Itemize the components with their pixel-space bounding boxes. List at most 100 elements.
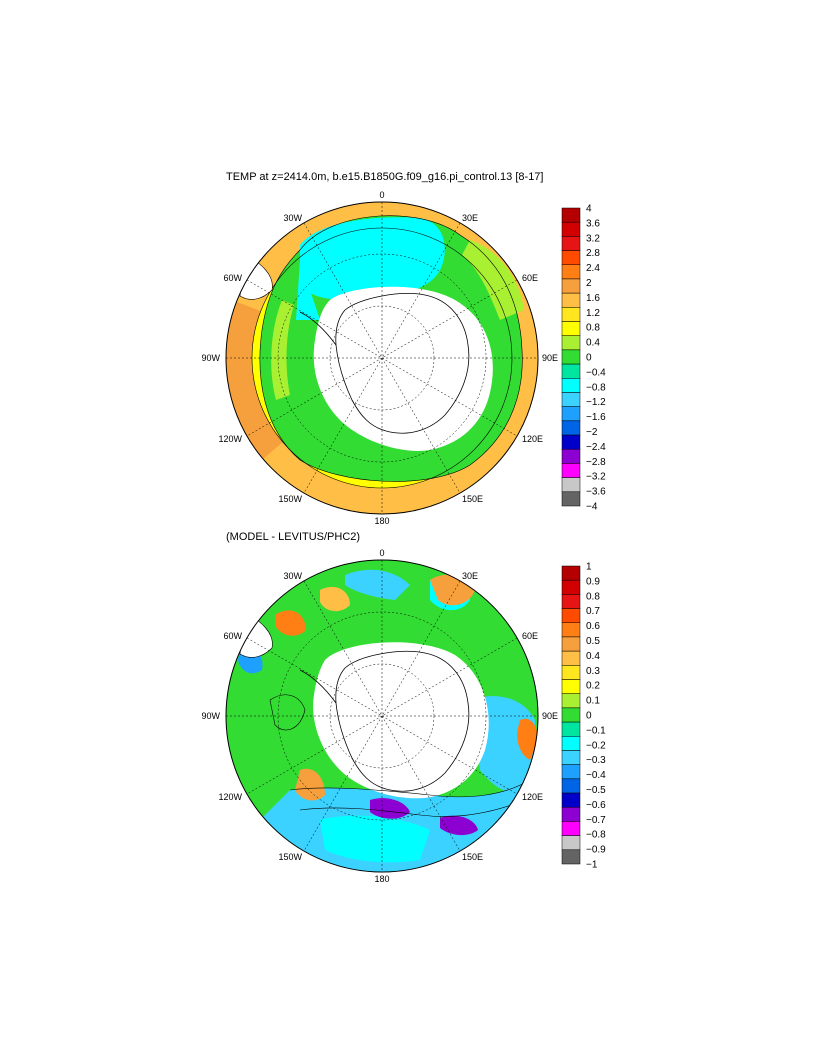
temp-lon-label-0: 0 <box>379 190 384 200</box>
colorbar-label: 0.4 <box>586 338 600 349</box>
temp-colorbar: 4 3.6 3.2 2.8 2.4 2 1.6 1.2 0.8 0.4 0 −0.4 −0.8 −1.2 −… <box>561 204 606 513</box>
diff-lon-label-60e: 60E <box>522 631 538 641</box>
colorbar-swatch <box>561 693 581 709</box>
temp-lon-label-150e: 150E <box>462 494 483 504</box>
diff-colorbar: 1 0.9 0.8 0.7 0.6 0.5 0.4 0.3 0.2 0.1 0 −0.1 −0.2 −0.… <box>561 562 606 871</box>
colorbar-swatch <box>561 250 581 266</box>
colorbar-label: −0.4 <box>586 770 606 781</box>
colorbar-label: 3.6 <box>586 218 600 229</box>
temp-lon-label-120w: 120W <box>218 434 242 444</box>
colorbar-swatch <box>561 363 581 379</box>
temp-panel-title: TEMP at z=2414.0m, b.e15.B1850G.f09_g16.… <box>226 171 544 183</box>
colorbar-swatch <box>561 594 581 609</box>
colorbar-label: −1.2 <box>586 397 606 408</box>
colorbar-swatch <box>561 707 581 723</box>
diff-lon-label-0: 0 <box>379 548 384 558</box>
temp-lon-label-150w: 150W <box>278 494 302 504</box>
colorbar-swatch <box>561 650 581 666</box>
colorbar-label: −0.5 <box>586 785 606 796</box>
colorbar-label: 1.6 <box>586 293 600 304</box>
colorbar-label: −1 <box>586 860 598 871</box>
colorbar-label: −0.9 <box>586 845 606 856</box>
colorbar-label: 2.4 <box>586 263 600 274</box>
diff-lon-label-180: 180 <box>374 874 389 884</box>
temp-lon-label-60w: 60W <box>223 273 242 283</box>
colorbar-swatch <box>561 221 581 237</box>
colorbar-swatch <box>561 321 581 336</box>
temp-lon-label-30e: 30E <box>462 213 478 223</box>
colorbar-swatch <box>561 665 581 680</box>
temp-lon-label-90e: 90E <box>542 353 558 363</box>
diff-panel-title: (MODEL - LEVITUS/PHC2) <box>226 531 361 543</box>
diff-lon-label-90w: 90W <box>201 711 220 721</box>
diff-lon-label-120e: 120E <box>522 792 543 802</box>
colorbar-label: 0.1 <box>586 696 600 707</box>
diff-lon-label-30w: 30W <box>283 571 302 581</box>
colorbar-swatch <box>561 565 581 581</box>
colorbar-label: −0.7 <box>586 815 606 826</box>
colorbar-label: −2 <box>586 427 598 438</box>
diff-lon-label-150w: 150W <box>278 852 302 862</box>
colorbar-label: −0.8 <box>586 830 606 841</box>
colorbar-swatch <box>561 792 581 808</box>
temp-lon-label-180: 180 <box>374 516 389 526</box>
temp-map: 0 30E 60E 90E 120E 150E 180 150W 120W 90… <box>201 190 558 526</box>
temp-lon-label-90w: 90W <box>201 353 220 363</box>
colorbar-label: −0.6 <box>586 800 606 811</box>
colorbar-label: 0.5 <box>586 636 600 647</box>
colorbar-swatch <box>561 750 581 765</box>
colorbar-label: 0.6 <box>586 621 600 632</box>
colorbar-swatch <box>561 764 581 780</box>
colorbar-swatch <box>561 721 581 737</box>
colorbar-swatch <box>561 821 581 836</box>
colorbar-label: −0.8 <box>586 382 606 393</box>
diff-lon-label-90e: 90E <box>542 711 558 721</box>
colorbar-swatch <box>561 278 581 294</box>
colorbar-label: −1.6 <box>586 412 606 423</box>
temp-lon-label-60e: 60E <box>522 273 538 283</box>
colorbar-swatch <box>561 608 581 624</box>
colorbar-swatch <box>561 491 581 507</box>
colorbar-swatch <box>561 406 581 422</box>
colorbar-swatch <box>561 477 581 493</box>
colorbar-swatch <box>561 292 581 308</box>
colorbar-swatch <box>561 307 581 322</box>
colorbar-swatch <box>561 679 581 694</box>
colorbar-label: 2.8 <box>586 248 600 259</box>
colorbar-swatch <box>561 378 581 393</box>
colorbar-label: −0.1 <box>586 725 606 736</box>
colorbar-swatch <box>561 806 581 822</box>
diff-lon-label-120w: 120W <box>218 792 242 802</box>
colorbar-label: −2.4 <box>586 442 606 453</box>
temp-lon-label-120e: 120E <box>522 434 543 444</box>
colorbar-label: 0.3 <box>586 666 600 677</box>
colorbar-label: −0.4 <box>586 367 606 378</box>
colorbar-label: 0 <box>586 353 592 364</box>
colorbar-swatch <box>561 736 581 751</box>
colorbar-label: −0.3 <box>586 755 606 766</box>
colorbar-swatch <box>561 420 581 436</box>
colorbar-label: 4 <box>586 204 592 215</box>
colorbar-swatch <box>561 622 581 638</box>
colorbar-label: 0.4 <box>586 651 600 662</box>
colorbar-label: 0.2 <box>586 681 600 692</box>
colorbar-swatch <box>561 392 581 407</box>
colorbar-label: 0.9 <box>586 576 600 587</box>
colorbar-swatch <box>561 463 581 478</box>
colorbar-label: 1 <box>586 562 592 573</box>
colorbar-swatch <box>561 835 581 851</box>
colorbar-swatch <box>561 778 581 794</box>
colorbar-swatch <box>561 636 581 652</box>
colorbar-swatch <box>561 236 581 251</box>
colorbar-label: 1.2 <box>586 308 600 319</box>
colorbar-label: −4 <box>586 502 598 513</box>
colorbar-label: −3.2 <box>586 472 606 483</box>
colorbar-label: −0.2 <box>586 740 606 751</box>
colorbar-label: 2 <box>586 278 592 289</box>
colorbar-label: 0.8 <box>586 591 600 602</box>
colorbar-label: −3.6 <box>586 487 606 498</box>
colorbar-label: 0 <box>586 711 592 722</box>
colorbar-swatch <box>561 349 581 365</box>
diff-lon-label-30e: 30E <box>462 571 478 581</box>
